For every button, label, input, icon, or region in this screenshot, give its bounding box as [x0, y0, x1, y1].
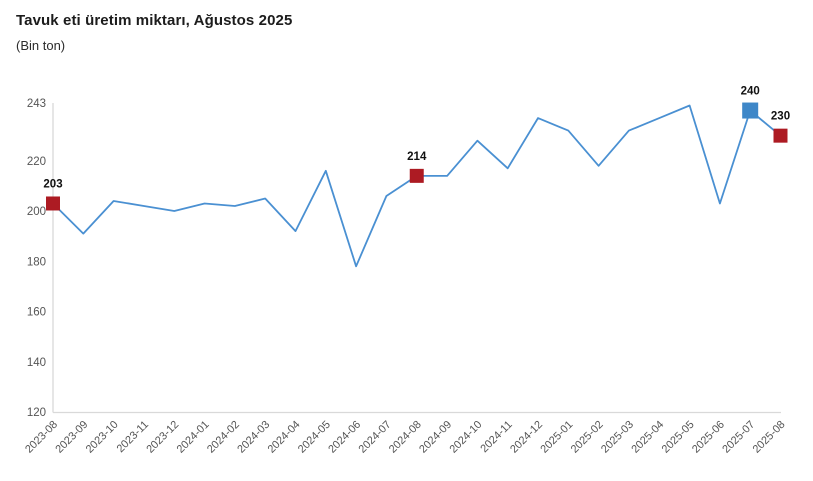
- chart-header: Tavuk eti üretim miktarı, Ağustos 2025 (…: [16, 12, 292, 53]
- x-tick-label: 2025-03: [599, 419, 636, 456]
- x-tick-label: 2024-12: [508, 419, 545, 456]
- data-point-label-2023-08: 203: [43, 178, 62, 190]
- y-tick-label: 140: [27, 357, 46, 369]
- chart-title: Tavuk eti üretim miktarı, Ağustos 2025: [16, 12, 293, 29]
- x-tick-label: 2024-04: [266, 419, 303, 456]
- y-tick-label: 120: [27, 407, 46, 419]
- y-tick-label: 160: [27, 307, 46, 319]
- data-point-label-2025-08: 230: [771, 111, 790, 123]
- y-tick-label: 200: [27, 206, 46, 218]
- x-tick-label: 2024-07: [357, 419, 394, 456]
- data-point-label-2025-07: 240: [741, 86, 760, 98]
- x-tick-label: 2024-02: [205, 419, 242, 456]
- x-tick-label: 2023-09: [53, 419, 90, 456]
- x-tick-label: 2024-10: [447, 419, 484, 456]
- y-tick-label: 180: [27, 256, 46, 268]
- x-tick-label: 2025-08: [751, 419, 788, 456]
- x-tick-label: 2024-06: [326, 419, 363, 456]
- production-series-line: [52, 104, 782, 268]
- y-tick-label: 220: [27, 156, 46, 168]
- x-tick-label: 2025-05: [660, 419, 697, 456]
- x-tick-label: 2025-02: [569, 419, 606, 456]
- x-tick-label: 2025-04: [629, 419, 666, 456]
- x-tick-label: 2023-12: [144, 419, 181, 456]
- x-tick-label: 2023-10: [84, 419, 121, 456]
- x-tick-label: 2024-08: [387, 419, 424, 456]
- x-tick-label: 2025-06: [690, 419, 727, 456]
- data-point-marker-2025-07[interactable]: [742, 102, 759, 119]
- x-tick-label: 2025-07: [720, 419, 757, 456]
- y-tick-label: 243: [27, 98, 46, 110]
- x-tick-label: 2024-09: [417, 419, 454, 456]
- x-tick-label: 2024-05: [296, 419, 333, 456]
- data-point-marker-2025-08[interactable]: [773, 128, 788, 143]
- data-point-marker-2024-08[interactable]: [409, 168, 424, 183]
- chart-subtitle: (Bin ton): [16, 38, 66, 53]
- data-point-label-2024-08: 214: [407, 151, 427, 163]
- data-point-marker-2023-08[interactable]: [46, 196, 60, 211]
- x-tick-label: 2023-08: [23, 419, 60, 456]
- x-tick-label: 2025-01: [538, 419, 575, 456]
- x-tick-label: 2024-01: [175, 419, 212, 456]
- x-tick-label: 2024-03: [235, 419, 272, 456]
